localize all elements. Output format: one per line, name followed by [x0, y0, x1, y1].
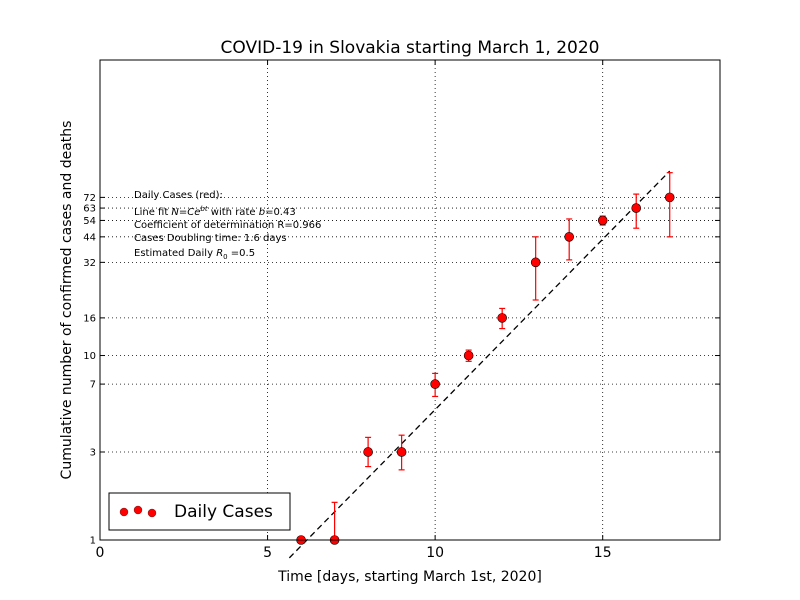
- data-point: [430, 379, 440, 389]
- fit-annotation: Daily Cases (red): Line fit N=Cebt with …: [134, 190, 321, 261]
- annotation-line-5: Estimated Daily R0 =0.5: [134, 248, 255, 261]
- data-point: [631, 203, 642, 213]
- legend: Daily Cases: [108, 492, 291, 531]
- y-tick-label: 63: [83, 204, 96, 215]
- plot-area-frame: [99, 59, 721, 541]
- y-tick-label: 7: [90, 380, 96, 391]
- annotation-r0-prefix: Estimated Daily: [134, 248, 216, 259]
- data-point: [664, 192, 675, 203]
- annotation-r0-value: =0.5: [228, 248, 255, 259]
- data-point: [530, 257, 541, 268]
- legend-marker-3: [147, 508, 157, 518]
- annotation-line-1: Daily Cases (red):: [134, 190, 223, 201]
- fit-line-layer: [288, 170, 671, 559]
- y-tick-label: 3: [90, 447, 96, 458]
- data-point: [564, 232, 574, 242]
- grid-lines: [100, 60, 720, 540]
- data-point: [463, 350, 474, 361]
- x-axis-label: Time [days, starting March 1st, 2020]: [277, 569, 542, 585]
- annotation-line-fit-prefix: Line fit: [134, 207, 171, 218]
- annotation-line-fit-rate-var: b: [259, 207, 265, 218]
- annotation-line-3: Coefficient of determination R=0.966: [134, 220, 321, 231]
- x-tick-label: 10: [426, 545, 444, 561]
- annotation-r0-sub: 0: [223, 253, 227, 261]
- y-axis-label: Cumulative number of confirmed cases and…: [59, 121, 75, 480]
- legend-label: Daily Cases: [174, 502, 273, 522]
- data-point: [396, 447, 407, 457]
- x-tick-label: 15: [594, 545, 612, 561]
- annotation-line-fit-exponent: bt: [200, 205, 207, 213]
- data-point: [363, 447, 373, 457]
- y-tick-label: 72: [83, 193, 96, 204]
- data-point: [597, 215, 608, 226]
- legend-marker-2: [133, 505, 143, 515]
- y-tick-label: 32: [83, 258, 96, 269]
- annotation-line-fit-rate-value: =0.43: [265, 207, 296, 218]
- x-tick-label: 5: [263, 545, 272, 561]
- fit-line: [288, 170, 671, 559]
- chart-title: COVID-19 in Slovakia starting March 1, 2…: [221, 38, 600, 58]
- annotation-line-2: Line fit N=Cebt with rate b=0.43: [134, 205, 296, 218]
- y-tick-label: 16: [83, 313, 96, 324]
- x-tick-label: 0: [96, 545, 105, 561]
- annotation-line-fit-rate-text: with rate: [208, 207, 259, 218]
- legend-marker-1: [119, 507, 129, 517]
- y-tick-label: 10: [83, 351, 96, 362]
- annotation-line-4: Cases Doubling time: 1.6 days: [134, 233, 287, 244]
- y-tick-label: 44: [83, 232, 96, 243]
- annotation-line-fit-formula: N=Ce: [171, 207, 200, 218]
- annotation-r0-var: R: [216, 248, 223, 259]
- y-tick-label: 54: [83, 216, 96, 227]
- data-point: [497, 313, 507, 323]
- y-tick-label: 1: [90, 536, 96, 547]
